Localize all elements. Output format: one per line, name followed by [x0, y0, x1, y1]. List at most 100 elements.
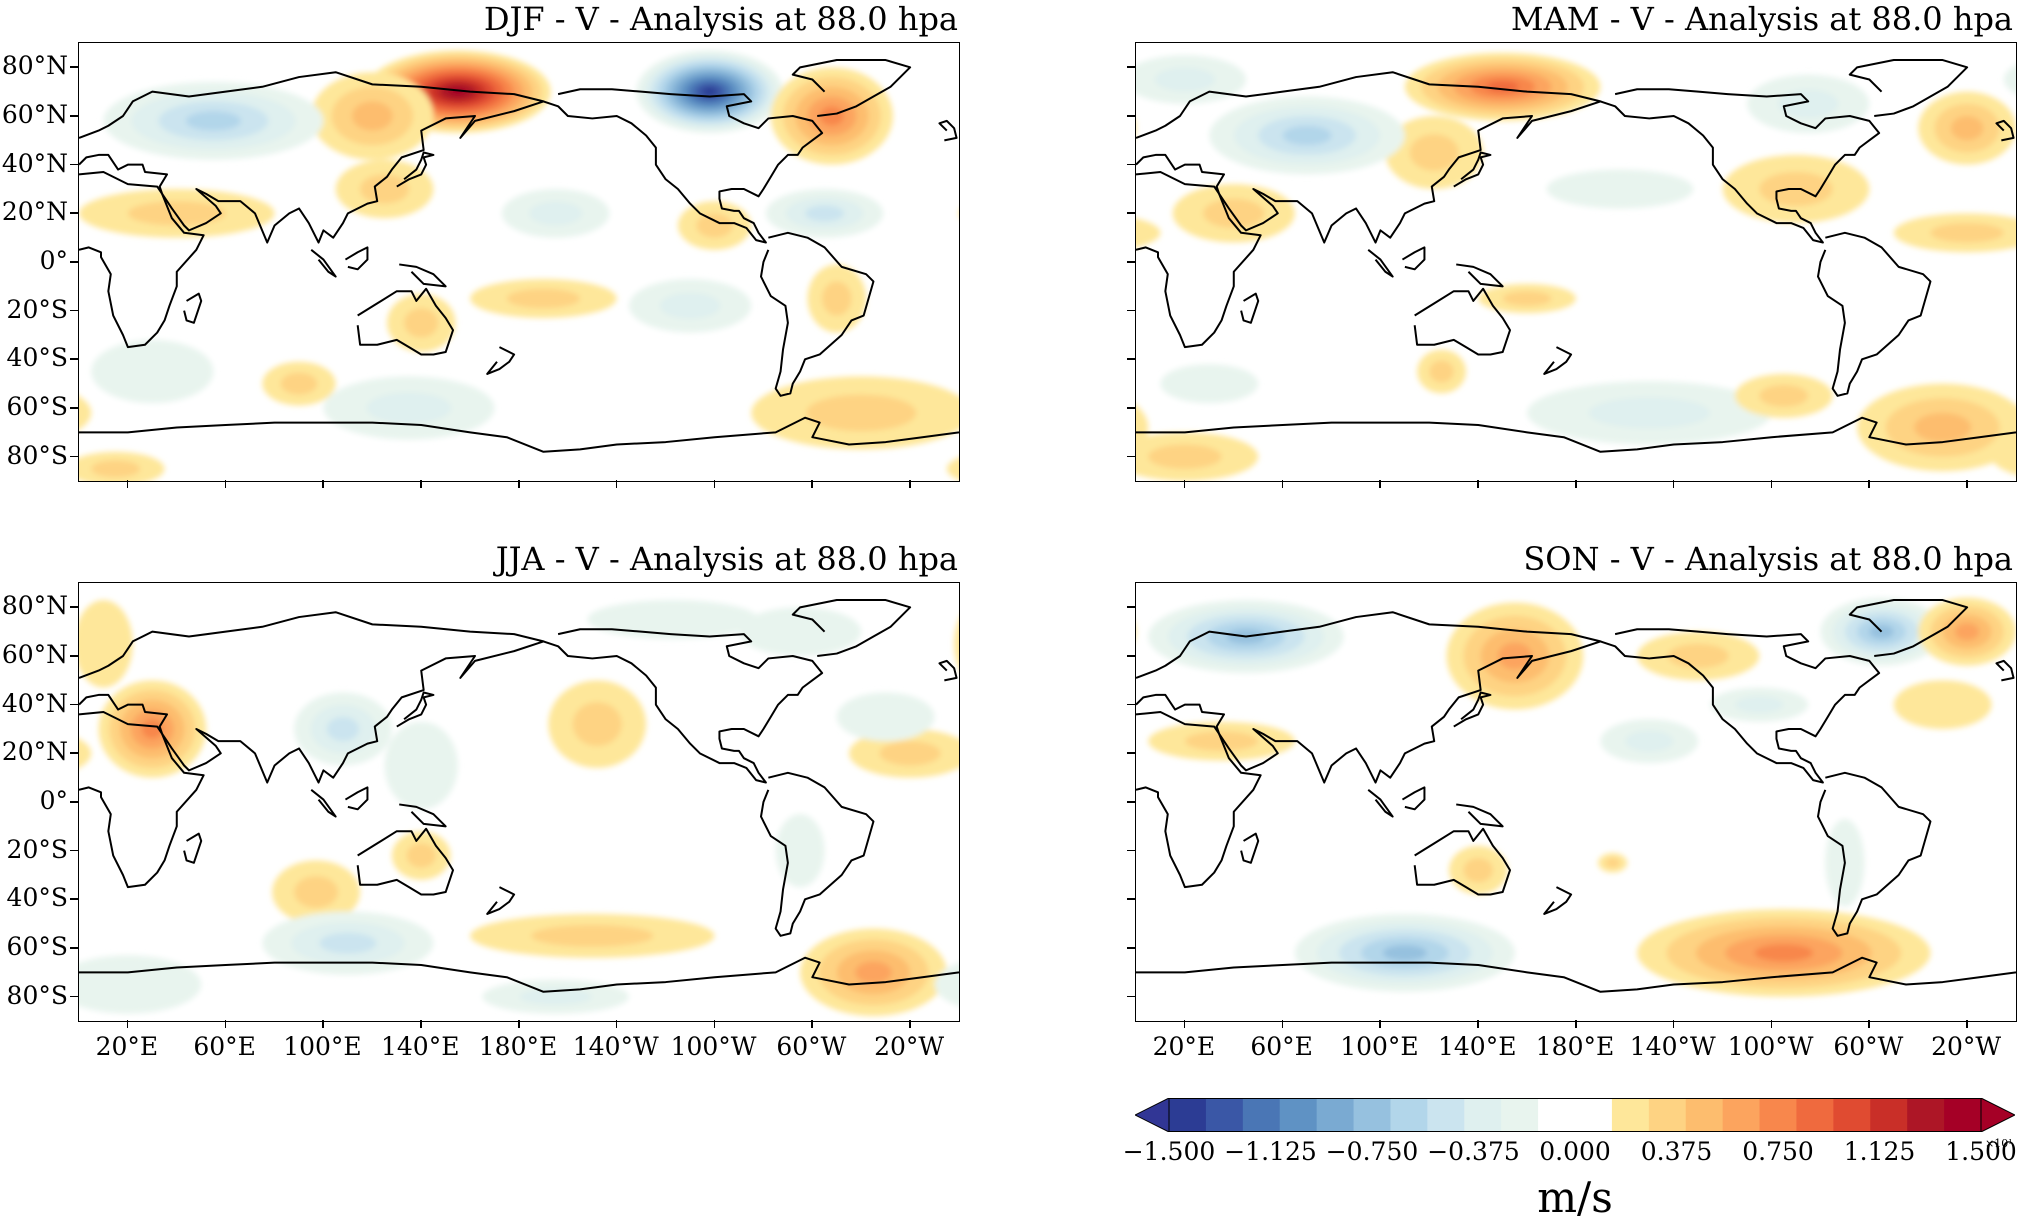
colorbar-swatch	[1907, 1098, 1945, 1132]
contour-map	[1136, 597, 2016, 997]
colorbar-swatch	[1870, 1098, 1908, 1132]
lat-tick	[1127, 947, 1135, 949]
lat-tick	[70, 407, 78, 409]
lon-label: 140°E	[380, 1032, 460, 1061]
colorbar-tick-label: −0.750	[1325, 1137, 1419, 1166]
colorbar-gradient	[1133, 1097, 2017, 1133]
lat-label: 80°S	[6, 440, 68, 470]
coastline	[486, 886, 516, 915]
contour-blob	[351, 101, 393, 131]
lon-tick	[224, 480, 227, 488]
lon-tick	[1966, 1020, 1968, 1028]
coastline	[791, 599, 912, 657]
lon-tick	[518, 1020, 520, 1028]
colorbar-swatch	[1759, 1098, 1797, 1132]
colorbar-tick-label: 0.000	[1539, 1137, 1611, 1166]
contour-blob	[836, 692, 935, 742]
colorbar-border	[1168, 1098, 1982, 1132]
lat-tick	[70, 261, 78, 263]
coastline	[310, 249, 337, 278]
coastline	[183, 292, 203, 324]
coastline	[79, 170, 205, 349]
contour-blob	[1136, 218, 1161, 248]
contour-blob	[1667, 643, 1729, 669]
lat-tick	[1127, 115, 1135, 117]
lon-tick	[1281, 480, 1284, 488]
coastline	[1240, 832, 1260, 864]
colorbar-tick-label: 1.500	[1945, 1137, 2017, 1166]
contour-blob	[404, 308, 439, 338]
contour-blob	[819, 106, 845, 126]
lat-tick	[1127, 849, 1135, 852]
lon-tick	[909, 480, 911, 488]
colorbar-swatch	[1722, 1098, 1761, 1132]
coastline	[1995, 119, 2015, 142]
lon-tick	[1477, 480, 1479, 488]
panel-title: DJF - V - Analysis at 88.0 hpa	[483, 0, 958, 38]
map-frame	[78, 42, 960, 482]
lon-tick	[713, 1020, 716, 1028]
lat-label: 60°S	[6, 932, 68, 961]
coastline	[1401, 246, 1426, 271]
lon-label: 20°W	[874, 1032, 945, 1061]
contour-blob	[1148, 444, 1222, 469]
lat-label: 60°N	[1, 100, 68, 129]
contour-blob	[572, 702, 622, 747]
lon-tick	[322, 480, 324, 488]
contour-blob	[319, 932, 377, 954]
lon-label: 20°E	[1152, 1032, 1216, 1061]
contour-blob	[2003, 64, 2016, 95]
lon-label: 100°W	[670, 1032, 757, 1061]
coastline	[1456, 803, 1504, 828]
lat-tick	[1127, 606, 1135, 608]
contour-blob	[659, 292, 721, 320]
lon-tick	[126, 480, 129, 488]
lon-label: 100°W	[1727, 1032, 1814, 1061]
lon-tick	[909, 1020, 911, 1028]
colorbar-tick-label: 0.375	[1640, 1137, 1713, 1166]
lat-tick	[70, 606, 78, 608]
lon-tick	[811, 480, 813, 488]
coastline	[79, 710, 205, 889]
contour-blob	[946, 457, 959, 481]
colorbar-extend-max	[1980, 1097, 2017, 1133]
lat-label: 40°N	[1, 148, 68, 178]
contour-blob	[1930, 223, 2004, 243]
colorbar-swatch	[1685, 1098, 1724, 1132]
lat-tick	[1127, 703, 1135, 706]
coastline	[356, 827, 454, 896]
coastline	[1848, 59, 1969, 117]
coastline	[79, 956, 959, 993]
lat-tick	[70, 703, 78, 706]
coastline	[1600, 88, 1881, 244]
lon-label: 20°W	[1931, 1032, 2002, 1061]
lon-tick	[1477, 1020, 1479, 1028]
lon-tick	[713, 480, 716, 488]
contour-blob	[1991, 438, 2016, 475]
contour-blob	[326, 716, 360, 742]
lon-tick	[1672, 1020, 1675, 1028]
lat-tick	[70, 66, 78, 68]
coastline	[396, 691, 435, 728]
coastline	[1453, 151, 1492, 188]
contour-blob	[1734, 696, 1784, 714]
coastline	[183, 832, 203, 864]
lon-tick	[615, 1020, 618, 1028]
lat-tick	[70, 212, 78, 214]
lon-tick	[1770, 1020, 1773, 1028]
contour-blob	[531, 924, 654, 947]
lon-tick	[1575, 1020, 1577, 1028]
contour-blob	[528, 201, 583, 226]
lat-tick	[1127, 163, 1135, 166]
lon-tick	[420, 1020, 422, 1028]
lat-tick	[1127, 66, 1135, 68]
coastline	[1401, 786, 1426, 811]
coastline	[938, 659, 958, 682]
contour-blob	[360, 174, 409, 204]
lat-label: 60°N	[1, 640, 68, 669]
lat-label: 40°N	[1, 688, 68, 718]
colorbar-unit: m/s	[1537, 1173, 1613, 1222]
colorbar-swatch	[1575, 1098, 1613, 1132]
colorbar-tick-label: −1.500	[1122, 1137, 1216, 1166]
contour-blob	[406, 843, 436, 868]
